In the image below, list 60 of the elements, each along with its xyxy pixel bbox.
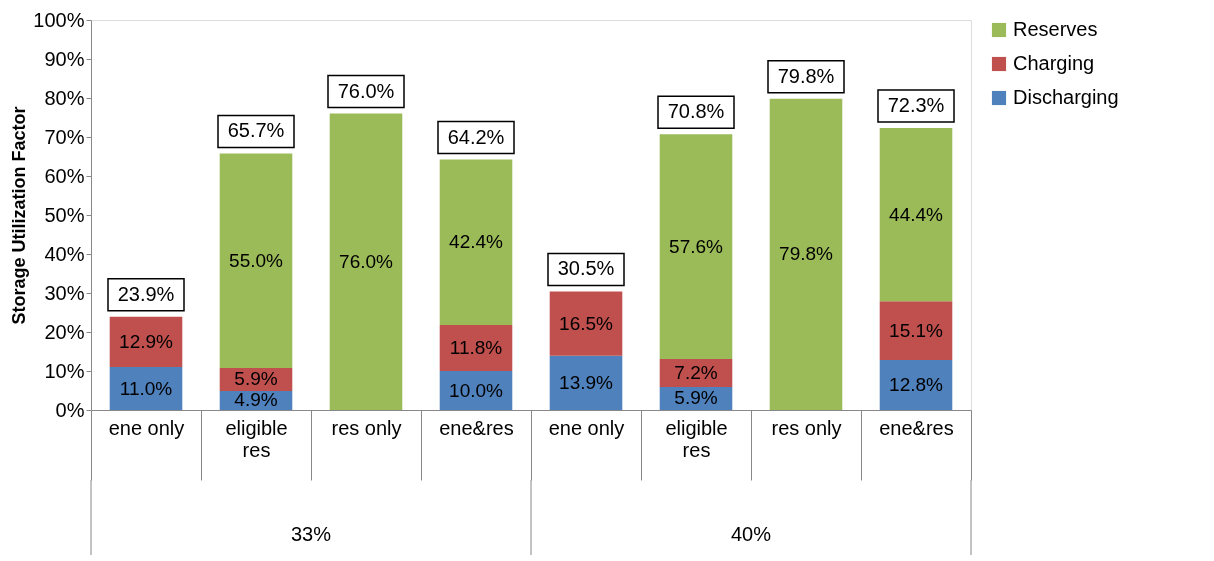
total-label: 72.3% (887, 94, 945, 117)
x-tick-label: eligible res (225, 416, 288, 461)
y-tick-label: 40% (44, 242, 85, 265)
y-tick-label: 100% (33, 8, 85, 31)
bar (879, 301, 953, 361)
total-label: 64.2% (447, 125, 505, 148)
y-tick-label: 20% (44, 320, 85, 343)
x-tick-label: res only (331, 416, 402, 439)
total-label: 65.7% (227, 119, 285, 142)
total-label: 70.8% (667, 100, 725, 123)
y-axis-title: Storage Utilization Factor (9, 106, 30, 325)
total-label: 23.9% (117, 282, 175, 305)
data-label: 13.9% (559, 371, 614, 393)
y-tick-label: 30% (44, 281, 85, 304)
y-tick-label: 0% (55, 398, 85, 421)
data-label: 16.5% (559, 312, 614, 334)
x-tick-label: ene&res (439, 416, 514, 439)
data-label: 12.9% (119, 330, 174, 352)
bar (329, 113, 403, 410)
total-label: 30.5% (557, 257, 615, 280)
data-label: 76.0% (339, 250, 394, 272)
bar (659, 134, 733, 359)
data-label: 55.0% (229, 249, 284, 271)
data-label: 7.2% (674, 361, 718, 383)
bar (549, 291, 623, 356)
y-tick-label: 70% (44, 125, 85, 148)
data-label: 10.0% (449, 379, 504, 401)
bar (879, 128, 953, 302)
x-tick-label: ene only (548, 416, 625, 439)
bar (549, 355, 623, 410)
data-label: 79.8% (779, 243, 834, 265)
x-tick-label: res only (771, 416, 842, 439)
y-tick-label: 60% (44, 164, 85, 187)
bar (439, 159, 513, 325)
bar (769, 98, 843, 410)
data-label: 4.9% (234, 389, 278, 411)
data-label: 42.4% (449, 231, 504, 253)
y-tick-label: 50% (44, 203, 85, 226)
legend-label: Charging (1013, 52, 1095, 74)
legend-label: Discharging (1013, 86, 1119, 108)
x-tick-label: ene&res (879, 416, 954, 439)
legend-label: Reserves (1013, 18, 1098, 40)
data-label: 12.8% (889, 374, 944, 396)
total-label: 76.0% (337, 79, 395, 102)
data-label: 11.8% (449, 336, 503, 358)
y-tick-label: 10% (44, 359, 85, 382)
data-label: 44.4% (889, 203, 944, 225)
x-tick-label: eligible res (665, 416, 728, 461)
total-label: 79.8% (777, 64, 835, 87)
x-tick-label: ene only (108, 416, 185, 439)
data-label: 5.9% (674, 387, 718, 409)
text: 33% (290, 523, 332, 545)
data-label: 11.0% (119, 377, 173, 399)
data-label: 5.9% (234, 368, 278, 390)
data-label: 15.1% (889, 319, 944, 341)
text: 40% (730, 523, 772, 545)
bar (219, 153, 293, 368)
y-tick-label: 90% (44, 47, 85, 70)
data-label: 57.6% (669, 235, 724, 257)
y-tick-label: 80% (44, 86, 85, 109)
